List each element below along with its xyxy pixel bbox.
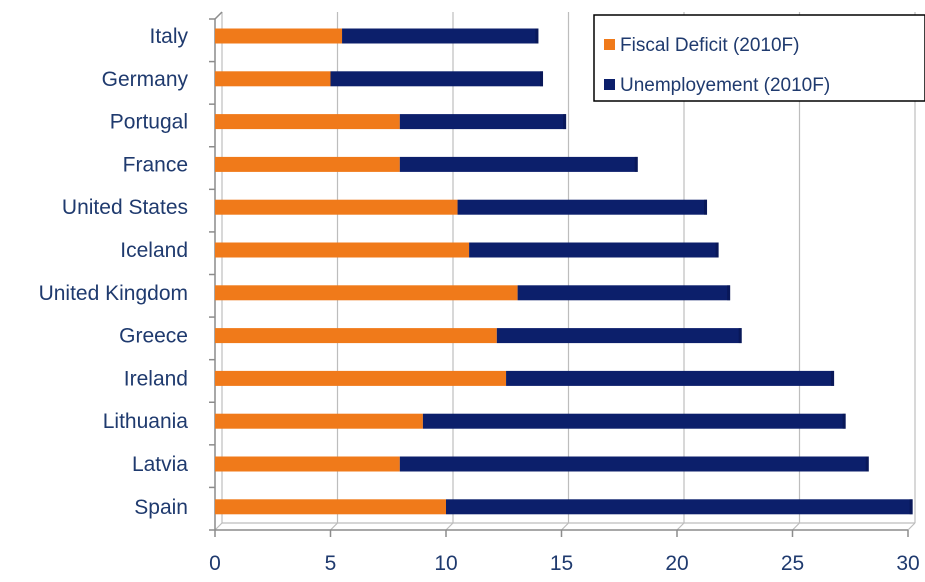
bar-end-cap: [727, 285, 731, 301]
x-tick-label: 15: [550, 552, 573, 575]
bar-end-cap: [909, 499, 913, 515]
bar-segment: [446, 499, 913, 515]
bar-end-cap: [535, 28, 539, 44]
category-label: Greece: [119, 325, 188, 348]
category-label: Portugal: [110, 111, 188, 134]
bar-segment: [215, 328, 497, 344]
x-tick-label: 10: [434, 552, 457, 575]
legend: Fiscal Deficit (2010F) Unemployement (20…: [593, 14, 925, 102]
x-tick-labels: 0 5 10 15 20 25 30: [209, 552, 920, 575]
category-label: Italy: [149, 25, 188, 48]
gridline-foot: [907, 522, 916, 531]
category-label: United States: [62, 196, 188, 219]
category-label: Lithuania: [103, 410, 189, 433]
bar-segment: [215, 156, 400, 172]
bar-segment: [517, 285, 731, 301]
legend-swatch-unemployment: [604, 79, 615, 90]
bar-segment: [342, 28, 539, 44]
x-tick-label: 0: [209, 552, 221, 575]
x-tick-label: 30: [896, 552, 919, 575]
bar-end-cap: [831, 370, 835, 386]
gridline-foot: [561, 522, 569, 531]
category-label: Spain: [134, 496, 188, 519]
bars: [215, 28, 913, 515]
category-label: Iceland: [120, 239, 188, 262]
bar-segment: [215, 285, 518, 301]
gridline-foot: [445, 522, 454, 531]
bar-segment: [215, 199, 458, 215]
bar-segment: [215, 499, 446, 515]
x-tick-label: 20: [665, 552, 688, 575]
bar-segment: [215, 242, 470, 258]
bar-segment: [215, 456, 400, 472]
category-label: France: [123, 153, 188, 176]
bar-end-cap: [704, 199, 708, 215]
bar-segment: [506, 370, 835, 386]
bar-end-cap: [842, 413, 846, 429]
gridline-foot: [330, 522, 338, 531]
bar-segment: [215, 114, 400, 130]
bar-segment: [422, 413, 846, 429]
bar-segment: [215, 413, 423, 429]
bar-end-cap: [738, 328, 742, 344]
bar-segment: [399, 456, 869, 472]
gridline-foot: [214, 522, 223, 531]
category-label: Ireland: [124, 367, 188, 390]
y-axis-top: [214, 11, 223, 20]
bar-end-cap: [715, 242, 719, 258]
x-tick-label: 5: [325, 552, 337, 575]
axes: [209, 11, 909, 537]
bar-segment: [469, 242, 719, 258]
bar-segment: [215, 370, 507, 386]
legend-label-fiscal-deficit: Fiscal Deficit (2010F): [620, 35, 800, 56]
gridline-foot: [792, 522, 800, 531]
category-label: Latvia: [132, 453, 188, 476]
category-label: United Kingdom: [39, 282, 188, 305]
category-labels: Italy Germany Portugal France United States I…: [39, 25, 189, 519]
bar-segment: [399, 114, 567, 130]
bar-segment: [496, 328, 742, 344]
bar-segment: [457, 199, 708, 215]
legend-box: [593, 14, 925, 102]
bar-segment: [399, 156, 638, 172]
x-tick-label: 25: [781, 552, 804, 575]
bar-segment: [330, 71, 544, 87]
bar-end-cap: [540, 71, 544, 87]
gridline-foot: [676, 522, 685, 531]
category-label: Germany: [102, 68, 189, 91]
bar-end-cap: [563, 114, 567, 130]
legend-swatch-fiscal-deficit: [604, 39, 615, 50]
bar-segment: [215, 71, 331, 87]
legend-label-unemployment: Unemployement (2010F): [620, 75, 830, 96]
bar-segment: [215, 28, 343, 44]
bar-end-cap: [865, 456, 869, 472]
bar-end-cap: [634, 156, 638, 172]
